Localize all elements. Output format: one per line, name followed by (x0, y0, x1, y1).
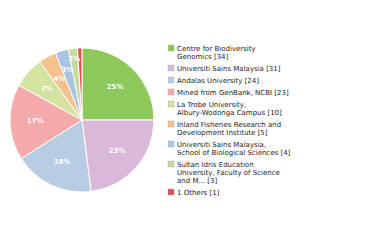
legend-label-line: Inland Fisheries Research and (177, 121, 281, 129)
legend-label: 1 Others [1] (177, 189, 220, 197)
legend-label: Sultan Idris EducationUniversity, Facult… (177, 161, 280, 185)
legend-label: Inland Fisheries Research andDevelopment… (177, 121, 281, 137)
data-label: 4% (54, 75, 66, 83)
legend-swatch (168, 45, 174, 51)
legend: Centre for BiodiversityGenomics [34] Univ… (168, 45, 291, 197)
pie-slice (69, 48, 82, 120)
legend-label-line: and M... [3] (177, 177, 218, 185)
legend-label-line: Sultan Idris Education (177, 161, 254, 169)
legend-label-line: Development Institute [5] (177, 129, 268, 137)
legend-swatch (168, 65, 174, 71)
legend-label-line: Universiti Sains Malaysia, (177, 141, 266, 149)
legend-label-line: Centre for Biodiversity (177, 45, 256, 53)
data-labels: 25% 23% 18% 17% 7%4%3% 2% (27, 55, 126, 167)
data-label: 17% (27, 117, 44, 125)
legend-label: Andalas University [24] (177, 77, 259, 85)
legend-label: Centre for BiodiversityGenomics [34] (177, 45, 256, 61)
data-label: 23% (109, 147, 126, 155)
data-label: 2% (68, 55, 80, 63)
legend-label-line: Universiti Sains Malaysia [31] (177, 65, 281, 73)
legend-swatch (168, 77, 174, 83)
legend-swatch (168, 101, 174, 107)
pie-slice (82, 48, 154, 120)
legend-label-line: 1 Others [1] (177, 189, 220, 197)
legend-swatch (168, 89, 174, 95)
data-label: 18% (54, 158, 71, 166)
data-label: 3% (62, 66, 74, 74)
pie (10, 48, 154, 192)
data-label: 25% (107, 83, 124, 91)
legend-label-line: La Trobe University, (177, 101, 246, 109)
legend-label-line: Andalas University [24] (177, 77, 259, 85)
data-label: 7% (41, 85, 53, 93)
legend-label: Universiti Sains Malaysia,School of Biol… (177, 141, 291, 157)
legend-swatch (168, 189, 174, 195)
legend-label-line: Genomics [34] (177, 53, 229, 61)
chart: 25% 23% 18% 17% 7%4%3% 2% Centre for Biodivers… (0, 0, 380, 240)
legend-label-line: Mined from GenBank, NCBI [23] (177, 89, 289, 97)
legend-label: Mined from GenBank, NCBI [23] (177, 89, 289, 97)
legend-label: La Trobe University,Albury-Wodonga Campu… (177, 101, 282, 117)
legend-label-line: Albury-Wodonga Campus [10] (177, 109, 282, 117)
pie-slice (82, 120, 154, 191)
legend-swatch (168, 141, 174, 147)
legend-swatch (168, 121, 174, 127)
legend-label: Universiti Sains Malaysia [31] (177, 65, 281, 73)
legend-label-line: School of Biological Sciences [4] (177, 149, 291, 157)
legend-swatch (168, 161, 174, 167)
legend-label-line: University, Faculty of Science (177, 169, 280, 177)
